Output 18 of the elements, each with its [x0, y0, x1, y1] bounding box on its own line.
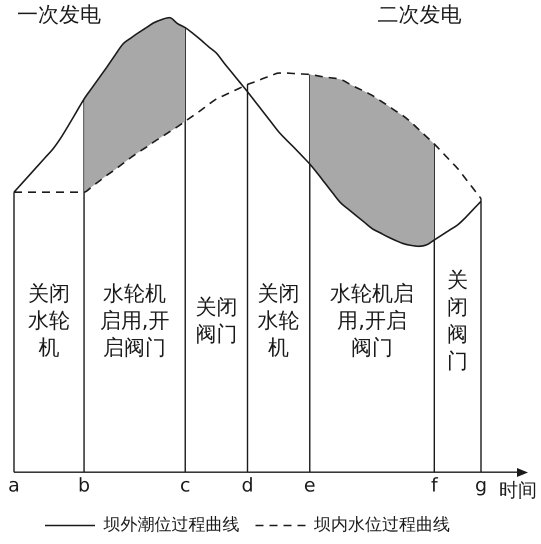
annotation: 关闭水轮机 — [258, 282, 300, 360]
annotation: 水轮机启用,开启阀门 — [100, 282, 170, 360]
annotation: 关闭阀门 — [195, 295, 238, 346]
annotation: 二次发电 — [377, 2, 462, 26]
x-tick-label: c — [180, 474, 190, 497]
x-tick-label: a — [8, 474, 20, 497]
x-tick-label: e — [304, 474, 316, 497]
annotation: 一次发电 — [17, 2, 101, 26]
legend-label: 坝外潮位过程曲线 — [102, 514, 240, 535]
annotation: 关闭阀门 — [447, 268, 468, 374]
x-tick-label: g — [474, 474, 488, 497]
x-tick-label: f — [430, 474, 439, 497]
x-tick-label: b — [78, 474, 90, 497]
legend-label: 坝内水位过程曲线 — [313, 514, 450, 535]
x-tick-label: d — [241, 474, 254, 497]
annotation: 水轮机启用,开启阀门 — [330, 282, 414, 360]
annotation: 关闭水轮机 — [28, 282, 70, 360]
x-axis-title: 时间 — [499, 480, 537, 502]
